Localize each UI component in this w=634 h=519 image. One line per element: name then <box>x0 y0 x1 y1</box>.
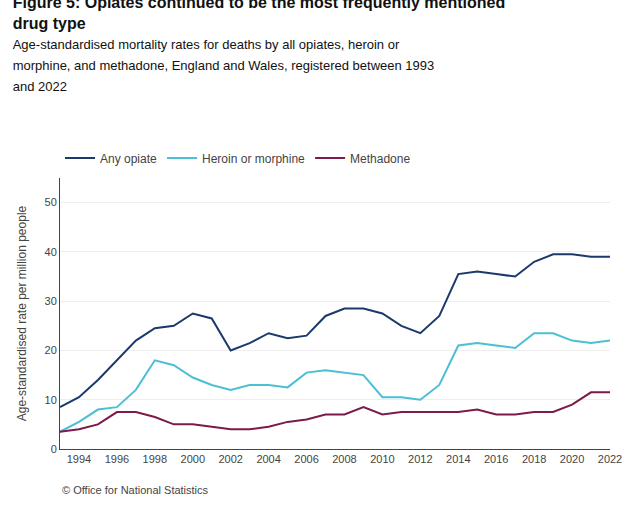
svg-text:2002: 2002 <box>218 453 242 465</box>
svg-text:2000: 2000 <box>181 453 205 465</box>
svg-text:Any opiate: Any opiate <box>100 152 157 166</box>
svg-text:2022: 2022 <box>598 453 622 465</box>
svg-text:30: 30 <box>45 295 57 307</box>
svg-text:2016: 2016 <box>484 453 508 465</box>
svg-text:0: 0 <box>51 443 57 455</box>
svg-text:Figure 5: Opiates continued to: Figure 5: Opiates continued to be the mo… <box>13 0 505 94</box>
svg-text:50: 50 <box>45 196 57 208</box>
svg-text:1998: 1998 <box>143 453 167 465</box>
svg-text:20: 20 <box>45 344 57 356</box>
svg-text:2020: 2020 <box>560 453 584 465</box>
svg-text:2012: 2012 <box>408 453 432 465</box>
svg-text:Age-standardised rate per mill: Age-standardised rate per million people <box>15 205 29 421</box>
svg-text:10: 10 <box>45 394 57 406</box>
svg-text:40: 40 <box>45 246 57 258</box>
svg-text:2004: 2004 <box>256 453 280 465</box>
svg-text:1994: 1994 <box>67 453 91 465</box>
svg-text:2010: 2010 <box>370 453 394 465</box>
svg-text:© Office for National Statisti: © Office for National Statistics <box>62 484 209 496</box>
svg-text:2014: 2014 <box>446 453 470 465</box>
svg-text:2006: 2006 <box>294 453 318 465</box>
svg-text:2018: 2018 <box>522 453 546 465</box>
svg-text:Methadone: Methadone <box>350 152 410 166</box>
svg-text:2008: 2008 <box>332 453 356 465</box>
svg-text:Heroin or morphine: Heroin or morphine <box>202 152 305 166</box>
svg-text:1996: 1996 <box>105 453 129 465</box>
